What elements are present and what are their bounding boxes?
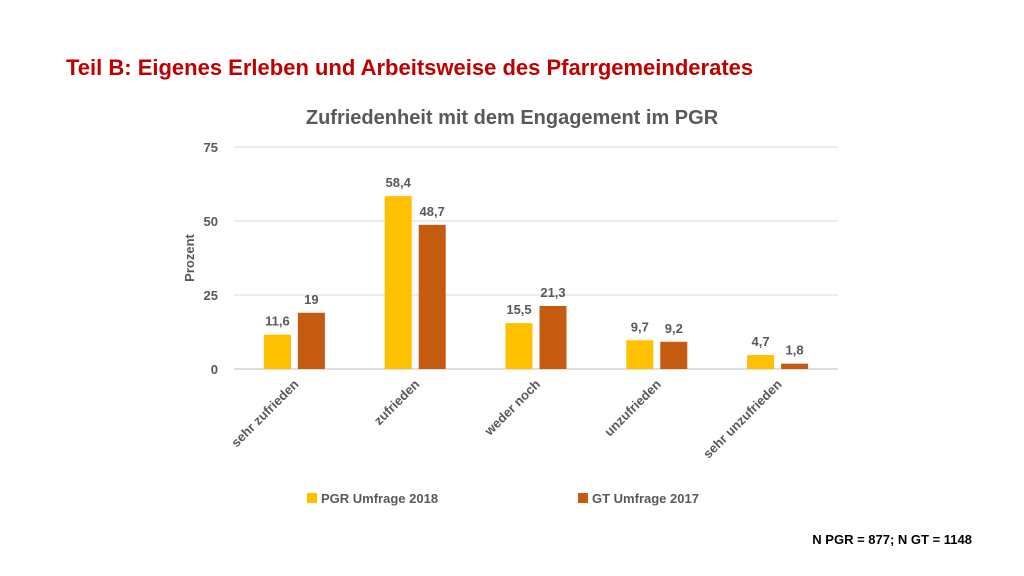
x-category-label: zufrieden xyxy=(371,376,423,428)
chart-title: Zufriedenheit mit dem Engagement im PGR xyxy=(306,107,719,129)
data-label: 9,7 xyxy=(631,319,649,334)
legend-label: PGR Umfrage 2018 xyxy=(321,491,438,506)
bar-gt-2017 xyxy=(418,224,446,369)
legend-swatch xyxy=(578,493,588,503)
legend-item: GT Umfrage 2017 xyxy=(578,491,699,506)
legend: PGR Umfrage 2018 GT Umfrage 2017 xyxy=(307,491,699,506)
data-label: 19 xyxy=(304,292,318,307)
gridlines xyxy=(234,146,838,370)
data-label: 9,2 xyxy=(665,321,683,336)
bar-pgr-2018 xyxy=(384,196,412,369)
data-label: 1,8 xyxy=(786,343,804,358)
data-label: 58,4 xyxy=(386,175,412,190)
x-category-label: unzufrieden xyxy=(601,376,664,439)
bar-gt-2017 xyxy=(781,363,809,369)
legend-swatch xyxy=(307,493,317,503)
sample-size-footnote: N PGR = 877; N GT = 1148 xyxy=(812,532,972,547)
bar-gt-2017 xyxy=(660,341,688,369)
bar-pgr-2018 xyxy=(505,323,533,369)
data-label: 15,5 xyxy=(506,302,531,317)
data-label: 48,7 xyxy=(420,204,445,219)
x-category-label: sehr zufrieden xyxy=(228,376,301,449)
y-axis-ticks: 0 25 50 75 xyxy=(204,140,218,377)
data-label: 11,6 xyxy=(265,314,290,329)
bar-pgr-2018 xyxy=(626,340,654,369)
bar-pgr-2018 xyxy=(747,355,775,369)
bar-gt-2017 xyxy=(297,312,325,369)
bar-gt-2017 xyxy=(539,305,567,369)
x-category-label: sehr unzufrieden xyxy=(700,376,785,461)
legend-item: PGR Umfrage 2018 xyxy=(307,491,438,506)
y-tick-label: 75 xyxy=(204,140,218,155)
y-tick-label: 0 xyxy=(211,362,218,377)
slide-title: Teil B: Eigenes Erleben und Arbeitsweise… xyxy=(66,55,754,80)
data-label: 21,3 xyxy=(540,285,565,300)
bars xyxy=(263,196,809,369)
data-label: 4,7 xyxy=(752,334,770,349)
y-tick-label: 25 xyxy=(204,288,218,303)
legend-label: GT Umfrage 2017 xyxy=(592,491,699,506)
x-axis-categories: sehr zufrieden zufrieden weder noch unzufri… xyxy=(228,376,785,461)
y-axis-title: Prozent xyxy=(182,233,197,281)
bar-pgr-2018 xyxy=(263,334,291,369)
data-labels: 11,6 19 58,4 48,7 15,5 21,3 9,7 9,2 4,7 1,8 xyxy=(265,175,804,358)
x-category-label: weder noch xyxy=(481,376,543,438)
y-tick-label: 50 xyxy=(204,214,218,229)
